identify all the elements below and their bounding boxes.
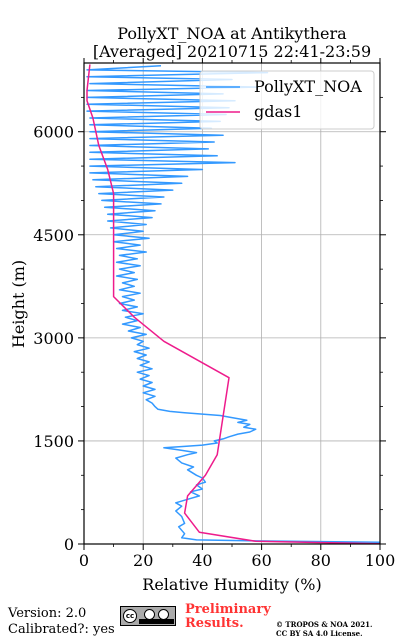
- y-tick-label-1500: 1500: [33, 432, 74, 451]
- legend-box: [199, 70, 375, 130]
- y-tick-label-4500: 4500: [33, 226, 74, 245]
- chart-title-line2: [Averaged] 20210715 22:41-23:59: [93, 42, 371, 61]
- version-text: Version: 2.0: [8, 606, 87, 621]
- series-line-0: [86, 64, 381, 544]
- calibrated-text: Calibrated?: yes: [8, 622, 115, 637]
- credit-line2: CC BY SA 4.0 License.: [276, 629, 363, 638]
- footer-info: Version: 2.0 Calibrated?: yes: [8, 606, 115, 638]
- plot-area: [84, 63, 380, 544]
- legend-label-pollyxt: PollyXT_NOA: [254, 77, 362, 96]
- series-layer: [86, 64, 381, 545]
- ticks: 0 20 40 60 80 100 0 1500 3000 4500 6000: [33, 58, 395, 570]
- legend: PollyXT_NOA gdas1: [199, 70, 375, 130]
- x-tick-label-80: 80: [311, 551, 331, 570]
- x-tick-label-40: 40: [192, 551, 212, 570]
- preliminary-line2: Results.: [185, 616, 244, 631]
- y-axis-label: Height (m): [9, 260, 28, 348]
- x-tick-label-0: 0: [79, 551, 89, 570]
- copyright-credit: © TROPOS & NOA 2021. CC BY SA 4.0 Licens…: [276, 620, 372, 638]
- series-line-1: [86, 64, 381, 545]
- x-tick-label-100: 100: [365, 551, 396, 570]
- y-tick-label-6000: 6000: [33, 123, 74, 142]
- credit-line1: © TROPOS & NOA 2021.: [276, 620, 373, 629]
- x-tick-label-20: 20: [133, 551, 153, 570]
- legend-label-gdas1: gdas1: [254, 102, 302, 121]
- preliminary-results: Preliminary Results.: [185, 603, 271, 631]
- y-tick-label-0: 0: [64, 535, 74, 554]
- x-axis-label: Relative Humidity (%): [142, 575, 321, 594]
- cc-license-badge: cc: [120, 606, 176, 626]
- y-tick-label-3000: 3000: [33, 329, 74, 348]
- badge-strip: [139, 619, 174, 624]
- preliminary-line1: Preliminary: [185, 602, 271, 617]
- chart-title-line1: PollyXT_NOA at Antikythera: [117, 24, 347, 43]
- cc-logo-icon: cc: [123, 609, 137, 623]
- x-tick-label-60: 60: [251, 551, 271, 570]
